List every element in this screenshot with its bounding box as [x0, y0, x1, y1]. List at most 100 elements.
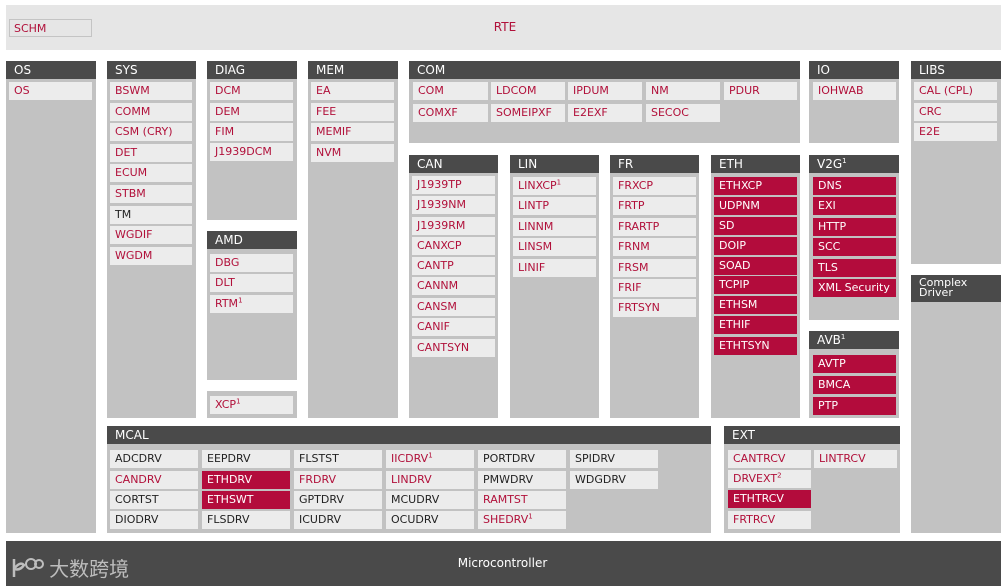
ext-cantrcv[interactable]: CANTRCV	[728, 450, 811, 468]
lin-lintp[interactable]: LINTP	[513, 197, 596, 215]
mcal-ethswt[interactable]: ETHSWT	[202, 491, 290, 509]
ext-lintrcv[interactable]: LINTRCV	[814, 450, 897, 468]
avb-bmca[interactable]: BMCA	[813, 376, 896, 394]
schm-box[interactable]: SCHM	[9, 19, 92, 37]
libs-cal[interactable]: CAL (CPL)	[914, 82, 997, 100]
mcal-frdrv[interactable]: FRDRV	[294, 471, 382, 489]
mcal-icudrv[interactable]: ICUDRV	[294, 511, 382, 529]
eth-ethsm[interactable]: ETHSM	[714, 296, 797, 314]
lin-linif[interactable]: LINIF	[513, 259, 596, 277]
com-secoc[interactable]: SECOC	[646, 104, 720, 122]
fr-frnm[interactable]: FRNM	[613, 238, 696, 256]
fr-frtp[interactable]: FRTP	[613, 197, 696, 215]
mcal-candrv[interactable]: CANDRV	[110, 471, 198, 489]
mcal-pmwdrv[interactable]: PMWDRV	[478, 471, 566, 489]
v2g-dns[interactable]: DNS	[813, 177, 896, 195]
fr-frtsyn[interactable]: FRTSYN	[613, 299, 696, 317]
eth-ethif[interactable]: ETHIF	[714, 316, 797, 334]
fr-frsm[interactable]: FRSM	[613, 259, 696, 277]
can-j1939tp[interactable]: J1939TP	[412, 176, 495, 194]
amd-xcp[interactable]: XCP1	[210, 396, 293, 414]
mcal-iicdrv[interactable]: IICDRV1	[386, 450, 474, 468]
mcal-spidrv[interactable]: SPIDRV	[570, 450, 658, 468]
mcal-ethdrv[interactable]: ETHDRV	[202, 471, 290, 489]
com-ipdum[interactable]: IPDUM	[568, 82, 642, 100]
amd-rtm[interactable]: RTM1	[210, 295, 293, 313]
ext-ethtrcv[interactable]: ETHTRCV	[728, 490, 811, 508]
sys-stbm[interactable]: STBM	[110, 185, 192, 203]
mem-memif[interactable]: MEMIF	[311, 123, 394, 141]
mem-nvm[interactable]: NVM	[311, 144, 394, 162]
can-canif[interactable]: CANIF	[412, 318, 495, 336]
diag-j1939dcm[interactable]: J1939DCM	[210, 143, 293, 161]
fr-frartp[interactable]: FRARTP	[613, 218, 696, 236]
eth-tcpip[interactable]: TCPIP	[714, 276, 797, 294]
fr-frxcp[interactable]: FRXCP	[613, 177, 696, 195]
mcal-diodrv[interactable]: DIODRV	[110, 511, 198, 529]
sys-ecum[interactable]: ECUM	[110, 164, 192, 182]
can-cantp[interactable]: CANTP	[412, 257, 495, 275]
eth-ethxcp[interactable]: ETHXCP	[714, 177, 797, 195]
eth-ethtsyn[interactable]: ETHTSYN	[714, 337, 797, 355]
can-j1939rm[interactable]: J1939RM	[412, 217, 495, 235]
v2g-tls[interactable]: TLS	[813, 259, 896, 277]
mcal-mcudrv[interactable]: MCUDRV	[386, 491, 474, 509]
eth-udpnm[interactable]: UDPNM	[714, 197, 797, 215]
v2g-scc[interactable]: SCC	[813, 238, 896, 256]
sys-wgdm[interactable]: WGDM	[110, 247, 192, 265]
io-iohwab[interactable]: IOHWAB	[813, 82, 896, 100]
mcal-flstst[interactable]: FLSTST	[294, 450, 382, 468]
mcal-shedrv[interactable]: SHEDRV1	[478, 511, 566, 529]
libs-crc[interactable]: CRC	[914, 103, 997, 121]
avb-ptp[interactable]: PTP	[813, 397, 896, 415]
sys-comm[interactable]: COMM	[110, 103, 192, 121]
ext-frtrcv[interactable]: FRTRCV	[728, 511, 811, 529]
com-ldcom[interactable]: LDCOM	[491, 82, 565, 100]
ext-drvext[interactable]: DRVEXT2	[728, 470, 811, 488]
can-cannm[interactable]: CANNM	[412, 277, 495, 295]
mcal-cortst[interactable]: CORTST	[110, 491, 198, 509]
com-pdur[interactable]: PDUR	[724, 82, 797, 100]
mcal-lindrv[interactable]: LINDRV	[386, 471, 474, 489]
sys-det[interactable]: DET	[110, 144, 192, 162]
com-someipxf[interactable]: SOMEIPXF	[491, 104, 565, 122]
mem-ea[interactable]: EA	[311, 82, 394, 100]
eth-soad[interactable]: SOAD	[714, 257, 797, 275]
sys-tm[interactable]: TM	[110, 206, 192, 224]
com-nm[interactable]: NM	[646, 82, 720, 100]
mcal-eepdrv[interactable]: EEPDRV	[202, 450, 290, 468]
lin-linxcp[interactable]: LINXCP1	[513, 177, 596, 195]
sys-csm[interactable]: CSM (CRY)	[110, 123, 192, 141]
can-cansm[interactable]: CANSM	[412, 298, 495, 316]
can-j1939nm[interactable]: J1939NM	[412, 196, 495, 214]
eth-sd[interactable]: SD	[714, 217, 797, 235]
avb-avtp[interactable]: AVTP	[813, 355, 896, 373]
sys-bswm[interactable]: BSWM	[110, 82, 192, 100]
fr-frif[interactable]: FRIF	[613, 279, 696, 297]
mcal-flsdrv[interactable]: FLSDRV	[202, 511, 290, 529]
mcal-gptdrv[interactable]: GPTDRV	[294, 491, 382, 509]
com-comxf[interactable]: COMXF	[413, 104, 488, 122]
mcal-wdgdrv[interactable]: WDGDRV	[570, 471, 658, 489]
mcal-ramtst[interactable]: RAMTST	[478, 491, 566, 509]
lin-linnm[interactable]: LINNM	[513, 218, 596, 236]
diag-dcm[interactable]: DCM	[210, 82, 293, 100]
mcal-portdrv[interactable]: PORTDRV	[478, 450, 566, 468]
eth-doip[interactable]: DOIP	[714, 237, 797, 255]
mem-fee[interactable]: FEE	[311, 103, 394, 121]
amd-dlt[interactable]: DLT	[210, 274, 293, 292]
mcal-adcdrv[interactable]: ADCDRV	[110, 450, 198, 468]
can-canxcp[interactable]: CANXCP	[412, 237, 495, 255]
v2g-exi[interactable]: EXI	[813, 197, 896, 215]
com-e2exf[interactable]: E2EXF	[568, 104, 642, 122]
v2g-xml-security[interactable]: XML Security	[813, 279, 896, 297]
lin-linsm[interactable]: LINSM	[513, 238, 596, 256]
amd-dbg[interactable]: DBG	[210, 254, 293, 272]
v2g-http[interactable]: HTTP	[813, 218, 896, 236]
diag-fim[interactable]: FIM	[210, 123, 293, 141]
com-com[interactable]: COM	[413, 82, 488, 100]
can-cantsyn[interactable]: CANTSYN	[412, 339, 495, 357]
sys-wgdif[interactable]: WGDIF	[110, 226, 192, 244]
os-module[interactable]: OS	[9, 82, 92, 100]
libs-e2e[interactable]: E2E	[914, 123, 997, 141]
